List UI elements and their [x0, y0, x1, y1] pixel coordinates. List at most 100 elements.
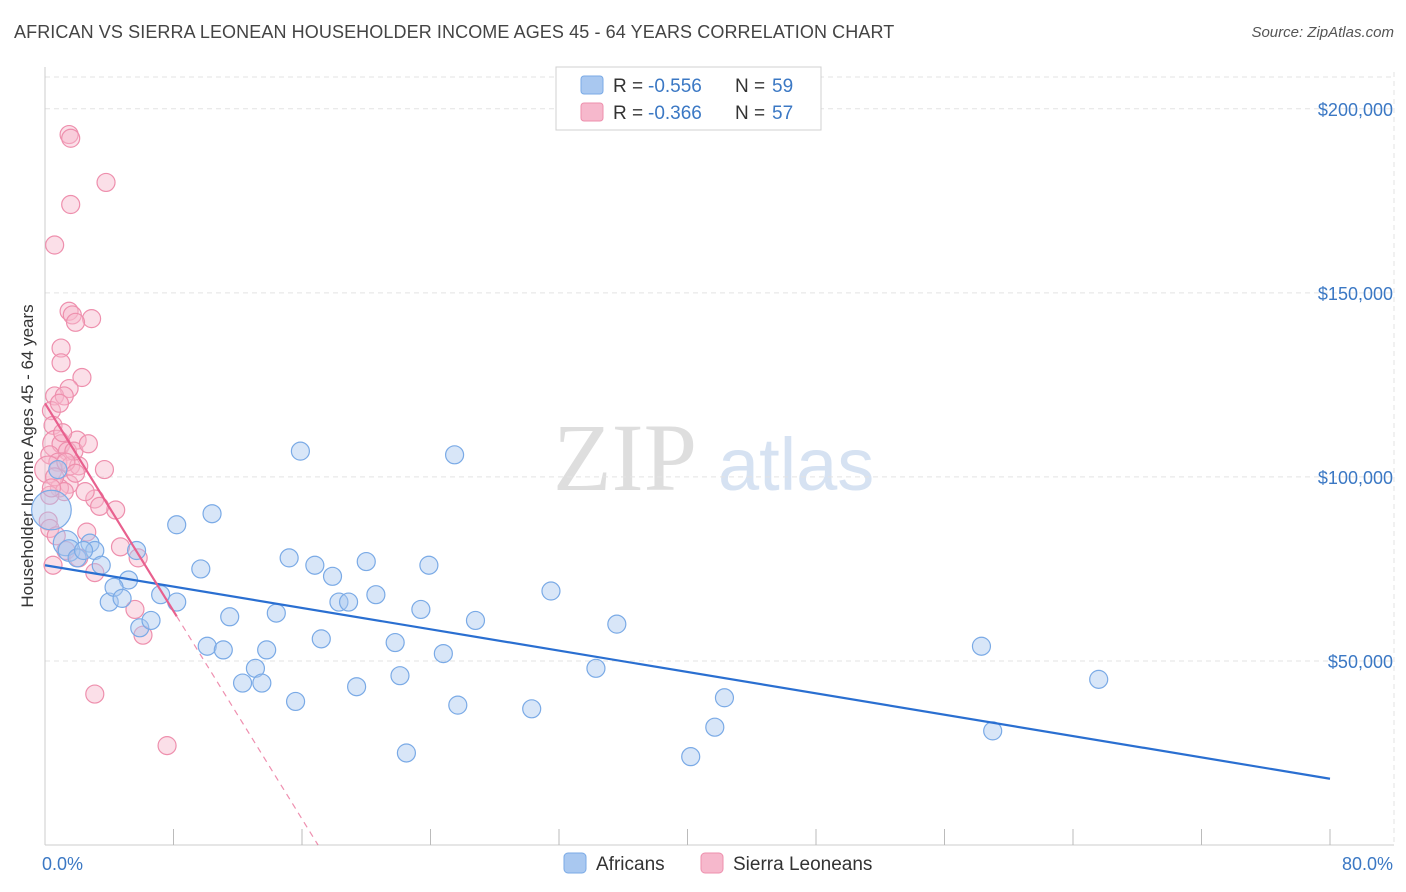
african-point-22 — [220, 607, 240, 627]
african-point-52 — [681, 747, 701, 767]
african-point-11 — [104, 577, 124, 597]
african-point-12 — [112, 588, 132, 608]
african-point-29 — [285, 691, 306, 712]
sierra-leonean-point-40 — [43, 555, 63, 575]
sierra-leonean-point-7 — [81, 309, 102, 329]
series-legend-label-sierra-leoneans: Sierra Leoneans — [733, 854, 872, 875]
african-point-55 — [971, 636, 992, 656]
sierra-leonean-point-54 — [65, 463, 86, 483]
sierra-leonean-point-9 — [51, 338, 71, 358]
chart-title: AFRICAN VS SIERRA LEONEAN HOUSEHOLDER IN… — [14, 22, 895, 42]
legend-r-label-1: R = — [613, 76, 643, 97]
african-trend-line — [44, 564, 1331, 780]
y-tick-labels: $50,000 $100,000 $150,000 $200,000 — [1318, 100, 1393, 672]
y-axis-label: Householder Income Ages 45 - 64 years — [18, 304, 37, 607]
african-point-20 — [197, 636, 217, 656]
african-point-47 — [465, 610, 486, 631]
x-tick-label-1: 80.0% — [1342, 854, 1393, 874]
african-point-42 — [411, 599, 431, 620]
african-point-19 — [202, 504, 222, 524]
african-point-54 — [714, 688, 735, 708]
legend-r-value-2: -0.366 — [648, 103, 702, 124]
sierra-leonean-points — [34, 124, 177, 756]
african-point-14 — [141, 610, 161, 631]
african-point-45 — [444, 445, 465, 465]
african-point-38 — [366, 585, 386, 605]
legend-r-value-1: -0.556 — [648, 76, 702, 97]
series-legend: Africans Sierra Leoneans — [563, 852, 872, 875]
african-point-7 — [91, 555, 111, 575]
african-point-17 — [167, 515, 187, 535]
legend-swatch-africans — [580, 75, 604, 95]
legend-n-value-1: 59 — [772, 76, 793, 97]
african-point-13 — [130, 618, 150, 638]
african-point-50 — [586, 658, 606, 678]
y-tick-label-1: $100,000 — [1318, 468, 1393, 488]
sierra-leonean-point-21 — [40, 445, 60, 465]
sierra-leonean-point-25 — [94, 459, 115, 480]
sierra-leonean-point-3 — [61, 194, 81, 215]
sierra-leonean-point-11 — [72, 367, 92, 388]
african-point-25 — [252, 673, 272, 693]
african-point-26 — [257, 640, 277, 660]
african-point-5 — [48, 459, 68, 480]
african-point-3 — [67, 548, 87, 568]
african-point-30 — [290, 441, 310, 461]
y-tick-label-3: $200,000 — [1318, 100, 1393, 120]
african-point-27 — [266, 603, 286, 623]
sierra-leonean-point-50 — [49, 393, 70, 413]
sierra-leonean-point-36 — [110, 537, 131, 557]
gridlines — [45, 72, 1395, 845]
x-tick-labels: 0.0% 80.0% — [42, 854, 1393, 874]
african-point-46 — [448, 695, 468, 715]
sierra-leonean-point-5 — [59, 301, 79, 321]
series-legend-label-africans: Africans — [596, 854, 665, 875]
trend-lines — [44, 402, 1331, 846]
series-legend-swatch-africans — [563, 852, 587, 874]
series-legend-swatch-sierra-leoneans — [700, 852, 724, 874]
sierra-leonean-point-52 — [41, 478, 62, 498]
sierra-leonean-point-22 — [48, 452, 68, 472]
african-point-41 — [396, 743, 417, 763]
legend-n-label-2: N = — [735, 103, 765, 124]
african-point-0 — [31, 489, 72, 531]
sierra-leonean-point-29 — [54, 482, 74, 502]
sierra-leonean-point-4 — [45, 235, 65, 255]
african-point-31 — [305, 555, 325, 575]
african-point-35 — [338, 592, 359, 612]
sierra-leonean-point-8 — [65, 312, 86, 332]
sierra-leonean-point-53 — [78, 434, 98, 454]
african-point-32 — [311, 629, 331, 649]
y-tick-label-2: $150,000 — [1318, 284, 1393, 304]
african-point-48 — [522, 699, 542, 719]
african-point-51 — [607, 614, 627, 634]
sierra-leonean-point-35 — [77, 522, 97, 542]
sierra-leonean-point-44 — [85, 684, 105, 704]
african-point-39 — [385, 632, 405, 653]
african-point-53 — [705, 717, 725, 737]
sierra-leonean-point-51 — [56, 452, 76, 472]
african-point-16 — [167, 592, 187, 612]
sierra-leonean-trend-line — [44, 402, 178, 617]
african-point-58 — [73, 540, 94, 561]
sierra-leonean-point-10 — [51, 353, 71, 373]
african-point-28 — [279, 548, 299, 568]
watermark-zip: ZIP — [553, 404, 697, 511]
sierra-leonean-point-49 — [75, 482, 95, 502]
correlation-legend: R = -0.556 N = 59 R = -0.366 N = 57 — [555, 66, 822, 131]
african-points — [31, 441, 1109, 767]
x-tick-label-0: 0.0% — [42, 854, 83, 874]
african-point-37 — [356, 551, 376, 572]
legend-r-label-2: R = — [613, 103, 643, 124]
african-point-49 — [541, 581, 561, 601]
source-credit: Source: ZipAtlas.com — [1251, 24, 1394, 41]
y-tick-label-0: $50,000 — [1328, 652, 1393, 672]
african-point-40 — [390, 666, 410, 686]
watermark-atlas: atlas — [718, 423, 874, 506]
african-point-34 — [329, 592, 349, 612]
sierra-leonean-point-1 — [61, 128, 81, 148]
sierra-leonean-point-2 — [96, 172, 116, 193]
african-point-36 — [347, 677, 367, 697]
african-point-33 — [322, 566, 343, 586]
